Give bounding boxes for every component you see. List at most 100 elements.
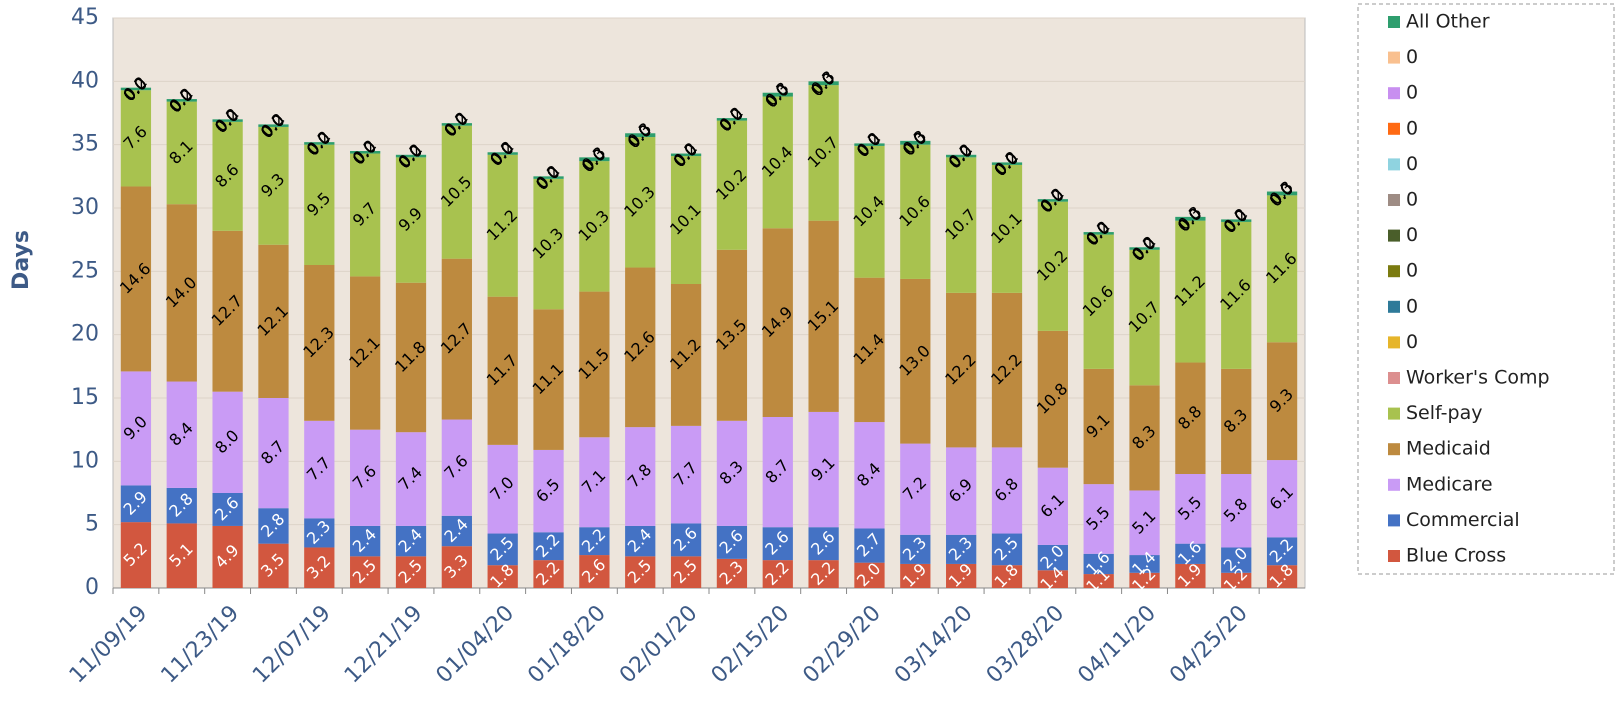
bar-segment xyxy=(350,429,381,526)
bar-segment xyxy=(441,515,472,547)
bar-segment xyxy=(625,267,656,428)
bar-segment xyxy=(1037,467,1068,545)
bar-segment xyxy=(212,493,243,526)
bar-segment xyxy=(212,119,243,122)
bar-segment xyxy=(533,532,564,561)
bar-segment xyxy=(670,425,702,524)
bar-segment xyxy=(762,417,793,528)
bar-segment xyxy=(1129,385,1160,491)
bar-segment xyxy=(212,391,243,493)
legend-swatch xyxy=(1388,229,1400,242)
bar-segment xyxy=(900,278,931,444)
bar-segment xyxy=(120,371,152,486)
bar-segment xyxy=(1221,219,1252,222)
bar-segment xyxy=(395,432,427,526)
legend-swatch xyxy=(1388,300,1400,313)
bar-segment xyxy=(1221,221,1252,369)
bar-segment xyxy=(854,422,885,529)
bar-segment xyxy=(304,142,335,145)
bar-segment xyxy=(533,178,564,310)
bar-segment xyxy=(395,282,427,433)
legend-label: 0 xyxy=(1406,117,1418,139)
bar-segment xyxy=(946,292,977,448)
bar-segment xyxy=(487,533,518,566)
bar-segment xyxy=(258,398,289,509)
x-tick-label: 12/07/19 xyxy=(248,601,336,689)
bar-segment xyxy=(533,176,564,179)
bar-segment xyxy=(487,154,518,297)
bar-segment xyxy=(716,558,748,588)
legend-swatch xyxy=(1388,16,1400,28)
legend-swatch xyxy=(1388,336,1400,349)
bar-segment xyxy=(854,277,885,423)
legend-label: Self-pay xyxy=(1406,402,1482,424)
bar-segment xyxy=(395,556,427,588)
bar-segment xyxy=(579,161,610,292)
bar-segment xyxy=(716,420,748,526)
bar-segment xyxy=(258,124,289,127)
bar-segment xyxy=(854,145,885,278)
y-tick-label: 20 xyxy=(71,322,99,347)
bar-segment xyxy=(258,126,289,245)
bar-segment xyxy=(1266,191,1298,196)
bar-segment xyxy=(1266,342,1298,461)
x-tick-label: 02/15/20 xyxy=(707,601,795,689)
bar-segment xyxy=(762,96,793,229)
legend-swatch xyxy=(1388,158,1400,171)
bar-segment xyxy=(1037,570,1068,588)
legend-swatch xyxy=(1388,372,1400,384)
bar-segment xyxy=(946,154,977,158)
bar-segment xyxy=(1221,572,1252,588)
bar-segment xyxy=(487,152,518,155)
bar-segment xyxy=(1266,460,1298,538)
bar-segment xyxy=(533,309,564,450)
bar-segment xyxy=(441,125,472,259)
bar-segment xyxy=(441,419,472,516)
bar-segment xyxy=(670,156,702,284)
bar-segment xyxy=(166,101,197,205)
legend-swatch xyxy=(1388,443,1400,456)
legend-label: 0 xyxy=(1406,46,1418,68)
legend-label: 0 xyxy=(1406,189,1418,211)
bar-segment xyxy=(716,249,748,421)
y-tick-label: 25 xyxy=(71,258,99,283)
x-tick-label: 03/28/20 xyxy=(982,601,1070,689)
bar-segment xyxy=(716,525,748,559)
x-tick-label: 12/21/19 xyxy=(340,601,428,689)
bar-segment xyxy=(1083,232,1114,235)
y-tick-label: 35 xyxy=(71,132,99,157)
bar-segment xyxy=(991,162,1023,165)
bar-segment xyxy=(991,533,1023,566)
legend-swatch xyxy=(1388,194,1400,206)
bar-segment xyxy=(1129,572,1160,588)
legend-swatch xyxy=(1388,407,1400,420)
bar-segment xyxy=(991,565,1023,588)
x-tick-label: 01/18/20 xyxy=(523,601,611,689)
legend-label: Medicare xyxy=(1406,473,1493,495)
bar-segment xyxy=(625,133,656,138)
x-tick-label: 04/25/20 xyxy=(1165,601,1253,689)
bar-segment xyxy=(579,527,610,556)
bar-segment xyxy=(1083,368,1114,485)
legend-swatch xyxy=(1388,265,1400,278)
legend-swatch xyxy=(1388,514,1400,527)
bar-segment xyxy=(900,563,931,588)
bar-segment xyxy=(441,546,472,588)
x-tick-label: 03/14/20 xyxy=(890,601,978,689)
bar-segment xyxy=(1129,249,1160,386)
bar-segment xyxy=(487,565,518,588)
bar-segment xyxy=(762,560,793,588)
bar-segment xyxy=(762,228,793,417)
bar-segment xyxy=(579,437,610,528)
bar-segment xyxy=(304,420,335,519)
bar-segment xyxy=(808,411,839,528)
bar-segment xyxy=(854,562,885,588)
bar-segment xyxy=(1221,474,1252,548)
legend-swatch xyxy=(1388,122,1400,135)
bar-segment xyxy=(258,244,289,398)
bar-segment xyxy=(1175,563,1206,588)
bar-segment xyxy=(946,447,977,535)
bar-segment xyxy=(304,518,335,548)
bar-segment xyxy=(258,543,289,588)
x-tick-label: 01/04/20 xyxy=(432,601,520,689)
